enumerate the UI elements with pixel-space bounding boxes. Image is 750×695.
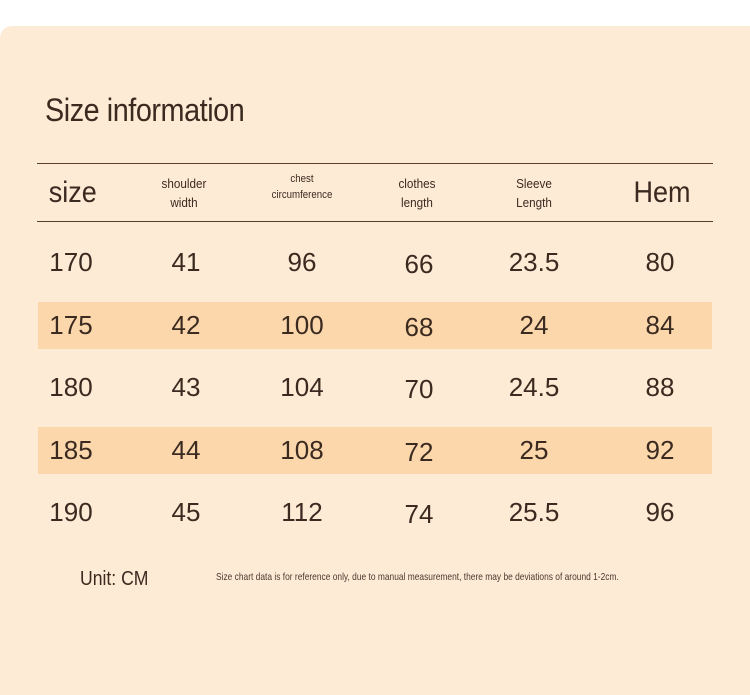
table-cell: 108 [280,435,324,465]
header-size: size [48,176,97,209]
table-cell: 24 [519,310,549,340]
table-cell: 96 [645,497,675,527]
table-cell: 44 [171,435,201,465]
table-cell: 68 [404,312,434,342]
table-cell: 175 [49,310,93,340]
disclaimer-note: Size chart data is for reference only, d… [216,571,619,583]
table-cell: 41 [171,247,201,277]
header-sleeve-length: Sleeve Length [516,176,552,210]
table-cell: 104 [280,372,324,402]
table-cell: 25.5 [508,497,560,527]
table-cell: 24.5 [508,372,560,402]
table-cell: 100 [280,310,324,340]
table-cell: 25 [519,435,549,465]
table-cell: 66 [404,249,434,279]
header-bottom-rule [37,221,713,222]
table-cell: 92 [645,435,675,465]
unit-label: Unit: CM [80,568,149,590]
table-cell: 88 [645,372,675,402]
table-cell: 96 [287,247,317,277]
header-top-rule [37,163,713,164]
table-cell: 43 [171,372,201,402]
table-cell: 84 [645,310,675,340]
table-cell: 42 [171,310,201,340]
table-row: 185 44 108 72 25 92 [38,427,712,474]
table-cell: 112 [281,497,323,527]
table-row: 190 45 112 74 25.5 96 [38,489,712,536]
size-chart-card: Size information size shoulder width che… [0,26,750,695]
header-clothes-length: clothes length [398,176,436,210]
table-row: 170 41 96 66 23.5 80 [38,239,712,286]
header-hem: Hem [633,176,691,209]
table-cell: 190 [49,497,93,527]
table-row: 180 43 104 70 24.5 88 [38,364,712,411]
table-cell: 23.5 [508,247,560,277]
table-cell: 72 [404,437,434,467]
table-row: 175 42 100 68 24 84 [38,302,712,349]
header-chest-circumference: chest circumference [271,173,333,201]
table-cell: 180 [49,372,93,402]
header-shoulder-width: shoulder width [161,176,207,210]
table-cell: 185 [49,435,93,465]
table-cell: 74 [404,499,434,529]
table-cell: 45 [171,497,201,527]
table-cell: 170 [49,247,93,277]
table-header: size shoulder width chest circumference … [37,164,713,222]
page-title: Size information [45,92,245,128]
table-cell: 80 [645,247,675,277]
table-cell: 70 [404,374,434,404]
